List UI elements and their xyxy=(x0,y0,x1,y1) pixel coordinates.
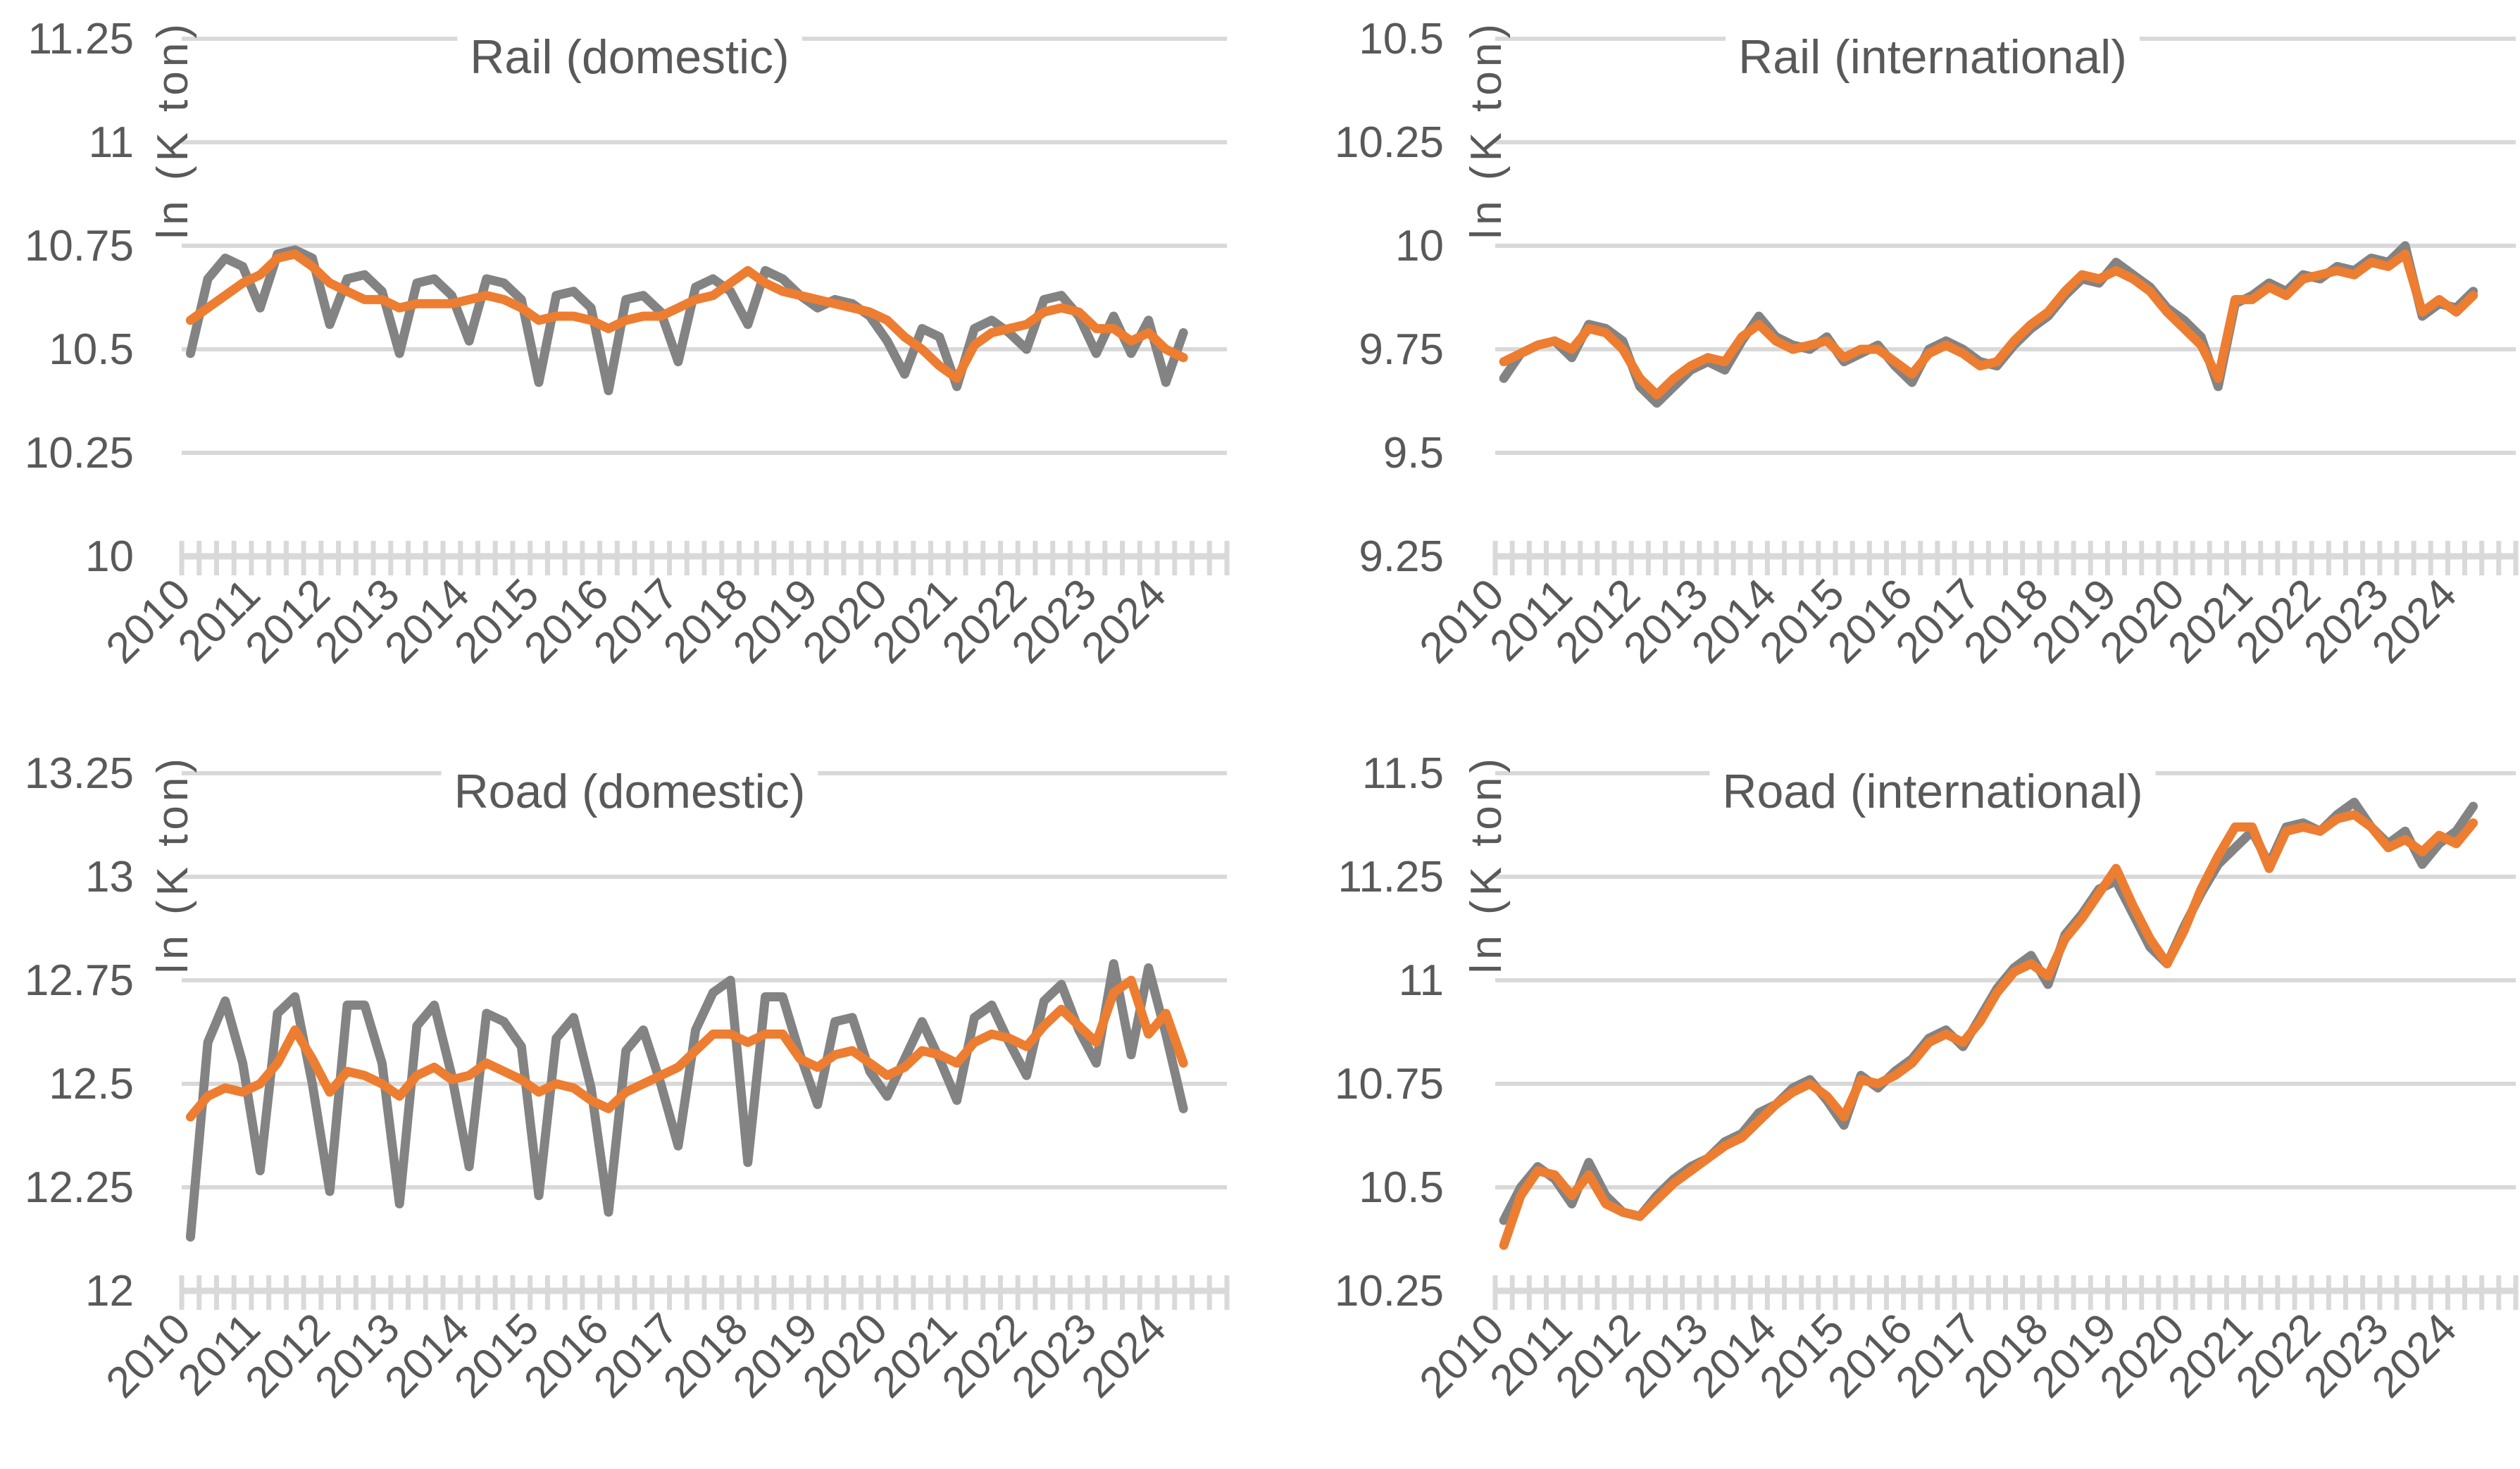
series-orange-line xyxy=(1499,249,2478,400)
y-tick-label: 12.75 xyxy=(25,956,134,1005)
y-axis-title: ln (K ton) xyxy=(149,754,197,974)
y-axis-title: ln (K ton) xyxy=(149,20,197,239)
y-tick-label: 10.25 xyxy=(25,429,134,477)
y-axis-title: ln (K ton) xyxy=(1462,754,1511,974)
y-tick-label: 12.5 xyxy=(49,1060,134,1108)
y-tick-label: 11 xyxy=(89,118,134,167)
y-tick-label: 10.5 xyxy=(1359,15,1444,63)
y-tick-label: 11.5 xyxy=(1362,749,1444,798)
y-tick-label: 10.5 xyxy=(49,325,134,374)
series-orange-line xyxy=(185,975,1188,1122)
chart-title: Rail (international) xyxy=(1738,30,2127,84)
y-tick-label: 10.25 xyxy=(1335,1267,1444,1315)
chart-title: Road (international) xyxy=(1722,765,2142,818)
chart-rail-domestic: 11.25 11 10.75 10.5 10.25 10 2010 2011 2012 2013 2… xyxy=(0,0,1260,734)
chart-road-international: 11.5 11.25 11 10.75 10.5 10.25 2010 2011 2012 201… xyxy=(1260,734,2520,1469)
y-tick-label: 10.75 xyxy=(1335,1060,1444,1108)
chart-title: Rail (domestic) xyxy=(470,30,789,84)
chart-road-domestic: 13.25 13 12.75 12.5 12.25 12 2010 2011 2012 2013 2… xyxy=(0,734,1260,1469)
series-gray-line xyxy=(185,245,1188,396)
chart-title-background xyxy=(441,756,818,822)
y-tick-label: 10 xyxy=(1395,222,1444,270)
chart-title-background xyxy=(1726,21,2140,87)
y-tick-label: 11.25 xyxy=(1337,853,1444,901)
y-tick-label: 12.25 xyxy=(25,1163,134,1212)
chart-title: Road (domestic) xyxy=(454,765,806,818)
chart-rail-international: 10.5 10.25 10 9.75 9.5 9.25 2010 2011 2012 2013 20… xyxy=(1260,0,2520,734)
y-tick-label: 9.25 xyxy=(1359,532,1444,581)
y-tick-label: 13 xyxy=(85,853,134,901)
series-orange-line xyxy=(1499,810,2478,1250)
series-orange-line xyxy=(185,249,1188,383)
chart-svg-2: 13.251312.7512.512.251220102011201220132… xyxy=(25,749,1230,1407)
y-tick-label: 10 xyxy=(85,532,134,581)
y-tick-label: 11.25 xyxy=(27,15,134,63)
chart-svg-0: 11.251110.7510.510.251020102011201220132… xyxy=(25,15,1230,673)
y-axis-title: ln (K ton) xyxy=(1462,20,1511,239)
chart-svg-1: 10.510.25109.759.59.25201020112012201320… xyxy=(1335,15,2519,673)
y-tick-label: 9.5 xyxy=(1383,429,1444,477)
y-tick-label: 12 xyxy=(85,1267,134,1315)
chart-svg-3: 11.511.251110.7510.510.25201020112012201… xyxy=(1335,749,2519,1407)
y-tick-label: 10.75 xyxy=(25,222,134,270)
y-tick-label: 11 xyxy=(1399,956,1444,1005)
y-tick-label: 13.25 xyxy=(25,749,134,798)
y-tick-label: 9.75 xyxy=(1359,325,1444,374)
y-tick-label: 10.25 xyxy=(1335,118,1444,167)
chart-title-background xyxy=(1709,756,2156,822)
y-tick-label: 10.5 xyxy=(1359,1163,1444,1212)
series-gray-line xyxy=(185,959,1188,1242)
chart-title-background xyxy=(457,21,802,87)
